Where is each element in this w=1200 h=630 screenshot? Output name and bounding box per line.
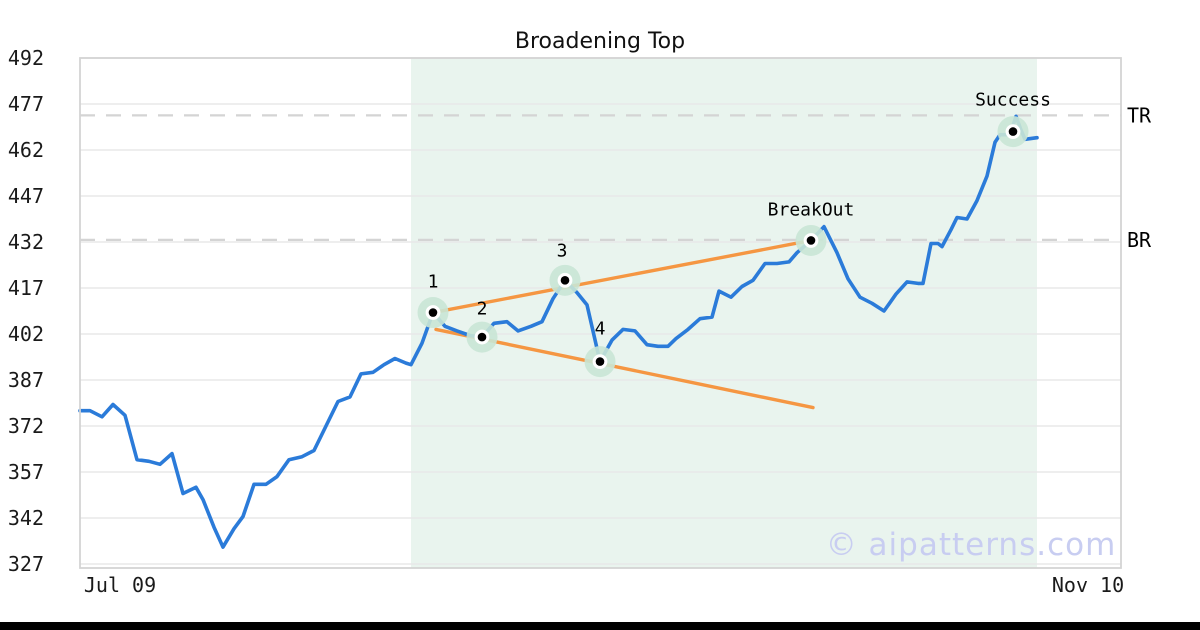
pattern-region-band bbox=[411, 58, 1037, 568]
level-label-tr: TR bbox=[1127, 103, 1152, 127]
watermark: © aipatterns.com bbox=[825, 527, 1117, 563]
marker-1-dot bbox=[428, 308, 438, 317]
x-tick-label-0: Jul 09 bbox=[84, 573, 156, 597]
marker-3-dot bbox=[560, 276, 570, 285]
y-tick-label: 342 bbox=[8, 506, 44, 530]
trendline-lower bbox=[434, 327, 815, 410]
y-tick-label: 477 bbox=[8, 92, 44, 116]
marker-2-dot bbox=[477, 332, 487, 342]
plot-frame bbox=[79, 57, 1122, 569]
annotation-2: 2 bbox=[477, 299, 488, 320]
y-tick-label: 492 bbox=[8, 46, 44, 70]
annotation-3: 3 bbox=[557, 241, 568, 262]
annotation-4: 4 bbox=[595, 319, 606, 340]
y-tick-label: 447 bbox=[8, 184, 44, 208]
marker-breakout-dot bbox=[806, 236, 816, 245]
y-tick-label: 417 bbox=[8, 276, 44, 300]
trendline-upper bbox=[431, 238, 813, 315]
annotation-success: Success bbox=[975, 90, 1051, 111]
annotation-1: 1 bbox=[428, 272, 439, 293]
y-tick-label: 402 bbox=[8, 322, 44, 346]
price-line bbox=[78, 114, 1039, 549]
y-tick-label: 357 bbox=[8, 460, 44, 484]
y-tick-label: 387 bbox=[8, 368, 44, 392]
annotation-breakout: BreakOut bbox=[768, 200, 855, 221]
y-tick-label: 327 bbox=[8, 552, 44, 576]
y-tick-label: 432 bbox=[8, 230, 44, 254]
bottom-black-bar bbox=[0, 622, 1200, 630]
marker-success-dot bbox=[1008, 127, 1018, 136]
chart-title: Broadening Top bbox=[514, 29, 686, 54]
y-tick-label: 372 bbox=[8, 414, 44, 438]
x-tick-label-1: Nov 10 bbox=[1052, 573, 1124, 597]
level-label-br: BR bbox=[1127, 228, 1152, 252]
marker-4-dot bbox=[595, 357, 605, 366]
y-tick-label: 462 bbox=[8, 138, 44, 162]
